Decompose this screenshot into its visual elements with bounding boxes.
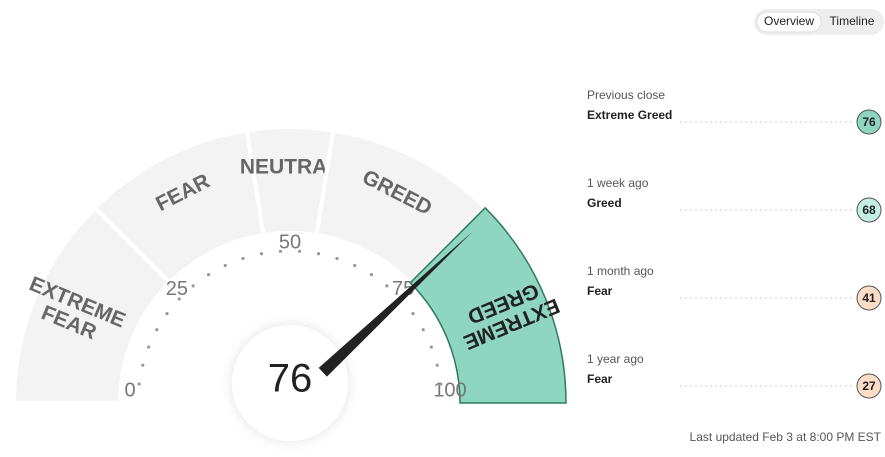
segment-label: NEUTRAL — [240, 156, 340, 179]
history-label: 1 week ago — [587, 176, 649, 190]
history-badge — [856, 285, 882, 311]
history-badge — [856, 197, 882, 223]
tick-dot — [411, 312, 415, 316]
tick-label: 25 — [166, 278, 188, 300]
history-value: 41 — [862, 291, 876, 305]
tick-dot — [421, 328, 425, 332]
history-rating: Extreme Greed — [587, 108, 672, 122]
tab[interactable]: Timeline — [830, 14, 875, 28]
gauge-segment — [409, 206, 567, 404]
tick-dot — [165, 312, 169, 316]
tick-label: 0 — [124, 379, 135, 401]
gauge-segment — [92, 128, 266, 286]
tick-label: 50 — [279, 231, 301, 253]
tick-dot — [191, 284, 195, 288]
history-rating: Greed — [587, 196, 622, 210]
tick-dot — [177, 297, 181, 301]
tick-dot — [316, 252, 321, 256]
tick-dot — [147, 345, 151, 349]
gauge-segment — [314, 128, 488, 286]
tick-dot — [141, 363, 145, 367]
history-label: 1 month ago — [587, 264, 654, 278]
tick-dot — [429, 345, 433, 349]
tick-label: 100 — [433, 379, 466, 401]
needle — [318, 231, 473, 377]
history-badge — [856, 109, 882, 135]
center-disc — [232, 325, 348, 441]
tick-dot — [435, 363, 439, 367]
tick-dot — [137, 382, 141, 386]
tab[interactable]: Overview — [764, 14, 814, 28]
tab-active[interactable] — [756, 11, 822, 33]
gauge-segment — [11, 205, 173, 405]
tick-dot — [278, 249, 283, 253]
tick-dot — [259, 252, 264, 256]
history-rating: Fear — [587, 284, 613, 298]
history-rating: Fear — [587, 372, 613, 386]
tick-dot — [297, 249, 302, 253]
tick-dot — [206, 273, 211, 277]
tick-dot — [155, 328, 159, 332]
tick-dot — [353, 263, 357, 268]
history-value: 76 — [862, 115, 876, 129]
tick-dot — [439, 382, 443, 386]
footer: Last updated Feb 3 at 8:00 PM EST — [690, 430, 882, 444]
history-badge — [856, 373, 882, 399]
tick-dot — [241, 256, 245, 261]
history-label: 1 year ago — [587, 352, 644, 366]
gauge-value: 76 — [268, 357, 313, 401]
history-value: 27 — [862, 379, 876, 393]
history-value: 68 — [862, 203, 876, 217]
tick-dot — [223, 263, 227, 268]
tick-dot — [335, 256, 339, 261]
tick-dot — [369, 273, 374, 277]
tick-dot — [385, 284, 389, 288]
history-label: Previous close — [587, 88, 665, 102]
